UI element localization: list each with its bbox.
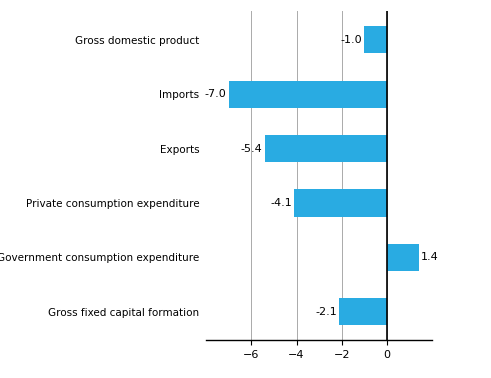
Bar xyxy=(229,81,387,108)
Text: -1.0: -1.0 xyxy=(340,35,362,45)
Text: 1.4: 1.4 xyxy=(421,252,438,262)
Bar xyxy=(364,26,387,53)
Bar xyxy=(265,135,387,162)
Text: -2.1: -2.1 xyxy=(316,307,337,317)
Text: -4.1: -4.1 xyxy=(271,198,292,208)
Text: -5.4: -5.4 xyxy=(241,144,263,153)
Bar xyxy=(339,298,387,325)
Bar xyxy=(294,189,387,217)
Bar xyxy=(387,244,418,271)
Text: -7.0: -7.0 xyxy=(205,89,226,99)
